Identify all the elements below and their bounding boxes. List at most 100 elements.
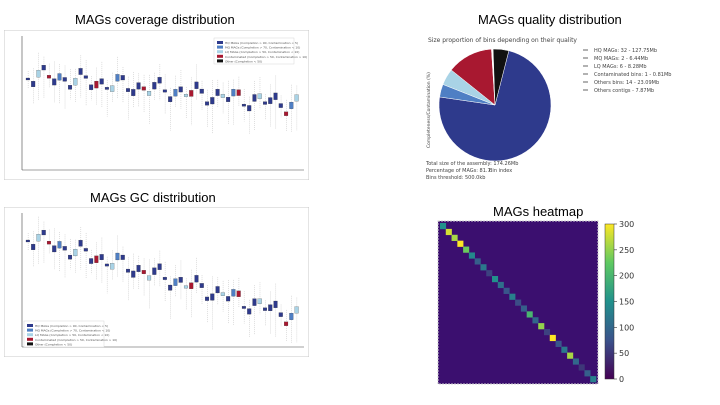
box <box>141 86 146 91</box>
box <box>236 89 241 96</box>
box <box>247 105 252 112</box>
legend-label: MQ MAGs (Completion > 70, Contamination … <box>35 329 110 333</box>
heatmap-cell <box>532 317 539 324</box>
coverage-boxplot: HQ MAGs (Completion > 90, Contamination … <box>4 30 309 180</box>
legend-swatch <box>27 324 33 327</box>
colorbar-tick-label: 50 <box>619 349 629 358</box>
pie-note-percent: Percentage of MAGs: 81.7 <box>426 168 491 174</box>
box <box>263 307 267 311</box>
legend-label: Other (Completion < 50) <box>35 342 72 346</box>
legend-label: MQ MAGs (Completion > 70, Contamination … <box>225 46 300 50</box>
box <box>131 270 136 278</box>
heatmap-cell <box>474 258 481 265</box>
heatmap-cell <box>567 352 574 359</box>
box <box>152 82 157 90</box>
box <box>236 290 241 297</box>
box <box>278 312 283 317</box>
box <box>252 94 257 102</box>
box <box>241 103 246 107</box>
box <box>205 296 210 301</box>
box <box>215 89 220 96</box>
box <box>110 263 115 270</box>
box <box>68 254 73 260</box>
box <box>231 89 236 97</box>
box <box>189 282 194 289</box>
box <box>104 263 109 267</box>
box <box>25 77 30 81</box>
legend-swatch <box>217 45 223 49</box>
box <box>268 97 273 104</box>
box <box>136 82 141 90</box>
box <box>36 234 41 242</box>
legend-label: Contaminated (Completion > 50, Contamina… <box>35 338 117 342</box>
legend-label: Contaminated (Completion > 50, Contamina… <box>225 55 307 59</box>
box <box>226 296 231 302</box>
box <box>120 75 125 81</box>
legend-swatch <box>27 342 33 346</box>
heatmap-cell <box>468 252 475 259</box>
pie-title: Size proportion of bins depending on the… <box>428 37 577 44</box>
box <box>141 270 146 274</box>
box <box>168 284 173 291</box>
box <box>220 292 225 296</box>
box <box>247 308 252 315</box>
heatmap-cell <box>555 340 562 347</box>
box <box>136 265 141 272</box>
pie-xlabel: Bin index <box>489 168 512 174</box>
box <box>78 68 83 75</box>
pie-legend-label: LQ MAGs: 6 - 8.28Mb <box>594 64 647 70</box>
quality-title: MAGs quality distribution <box>478 12 622 27</box>
heatmap-cell <box>520 305 527 312</box>
colorbar-tick-label: 300 <box>619 220 634 229</box>
box <box>115 74 120 82</box>
box <box>178 86 183 93</box>
box <box>284 321 289 326</box>
box <box>183 94 188 97</box>
box <box>183 285 188 289</box>
box <box>173 278 178 286</box>
pie-slice <box>492 48 510 106</box>
box <box>289 101 294 109</box>
box <box>78 240 83 247</box>
heatmap-cell <box>590 376 597 383</box>
pie-note-threshold: Bins threshold: 500.0kb <box>426 175 485 181</box>
legend-label: HQ MAGs (Completion > 90, Contamination … <box>225 41 298 45</box>
box <box>178 277 183 283</box>
heatmap-cell <box>538 323 545 330</box>
heatmap-cell <box>457 240 464 247</box>
box <box>147 275 152 281</box>
box <box>57 73 62 81</box>
heatmap-cell <box>486 270 493 277</box>
box <box>94 80 99 89</box>
heatmap-cell <box>492 276 499 283</box>
box <box>57 241 62 249</box>
box <box>157 263 162 270</box>
box <box>52 245 57 253</box>
heatmap-cell <box>503 287 510 294</box>
legend-label: LQ MAGs (Completion > 50, Contamination … <box>35 333 109 337</box>
box <box>126 88 130 92</box>
box <box>294 94 299 102</box>
box <box>36 70 41 78</box>
gc-title: MAGs GC distribution <box>90 190 216 205</box>
box <box>157 77 162 84</box>
gc-boxplot: HQ MAGs (Completion > 90, Contamination … <box>4 207 309 357</box>
legend-swatch <box>217 59 223 63</box>
pie-slice <box>438 50 552 162</box>
pie-legend-label: MQ MAGs: 2 - 6.44Mb <box>594 56 648 62</box>
box <box>152 267 157 275</box>
heatmap-cell <box>509 293 516 300</box>
heatmap-colorbar <box>604 223 615 380</box>
pie-legend-label: Others bins: 14 - 23.09Mb <box>594 80 659 86</box>
colorbar-tick-label: 0 <box>619 375 624 384</box>
box <box>284 111 289 116</box>
legend-label: HQ MAGs (Completion > 90, Contamination … <box>35 324 108 328</box>
coverage-title: MAGs coverage distribution <box>75 12 235 27</box>
box <box>25 239 30 243</box>
heatmap-cell <box>549 334 556 342</box>
legend-swatch <box>217 50 223 54</box>
box <box>168 96 173 102</box>
box <box>189 90 194 97</box>
legend-swatch <box>217 54 223 58</box>
box <box>68 85 73 90</box>
